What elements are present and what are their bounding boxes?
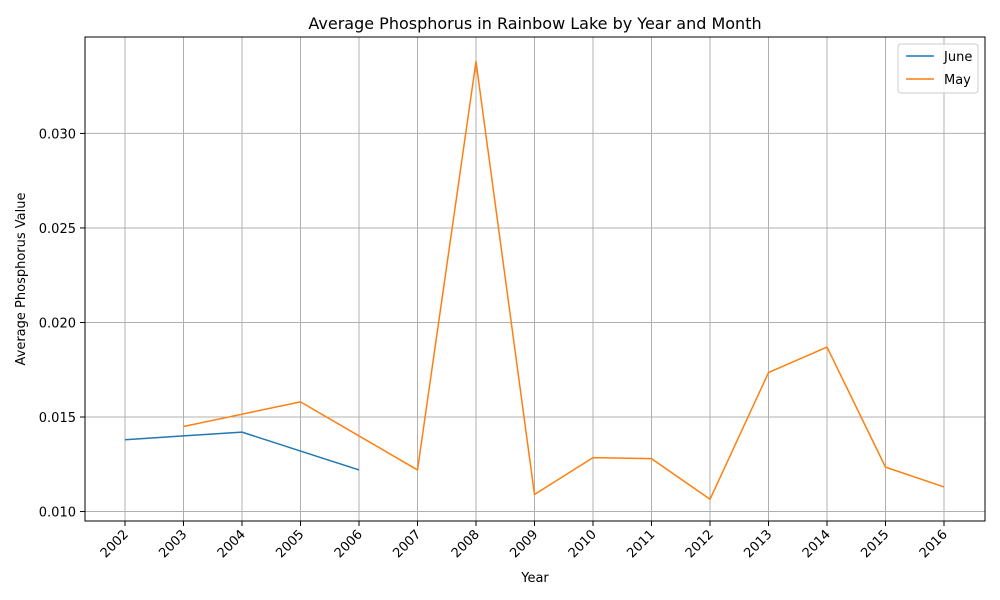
- series-line-may: [183, 60, 945, 501]
- y-tick-label: 0.030: [39, 127, 76, 142]
- y-axis-label: Average Phosphorus Value: [14, 193, 29, 366]
- y-axis-ticks: 0.010 0.015 0.020 0.025 0.030: [39, 127, 85, 521]
- grid: [85, 37, 985, 521]
- series-lines: [124, 60, 945, 501]
- y-tick-label: 0.010: [39, 506, 76, 521]
- legend: June May: [897, 43, 979, 94]
- series-line-june: [124, 431, 360, 471]
- x-axis-label: Year: [520, 571, 549, 586]
- y-tick-label: 0.020: [39, 316, 76, 331]
- y-tick-label: 0.025: [39, 222, 76, 237]
- y-tick-label: 0.015: [39, 411, 76, 426]
- chart-title: Average Phosphorus in Rainbow Lake by Ye…: [308, 14, 761, 33]
- legend-label-may: May: [944, 73, 971, 88]
- legend-label-june: June: [943, 50, 972, 65]
